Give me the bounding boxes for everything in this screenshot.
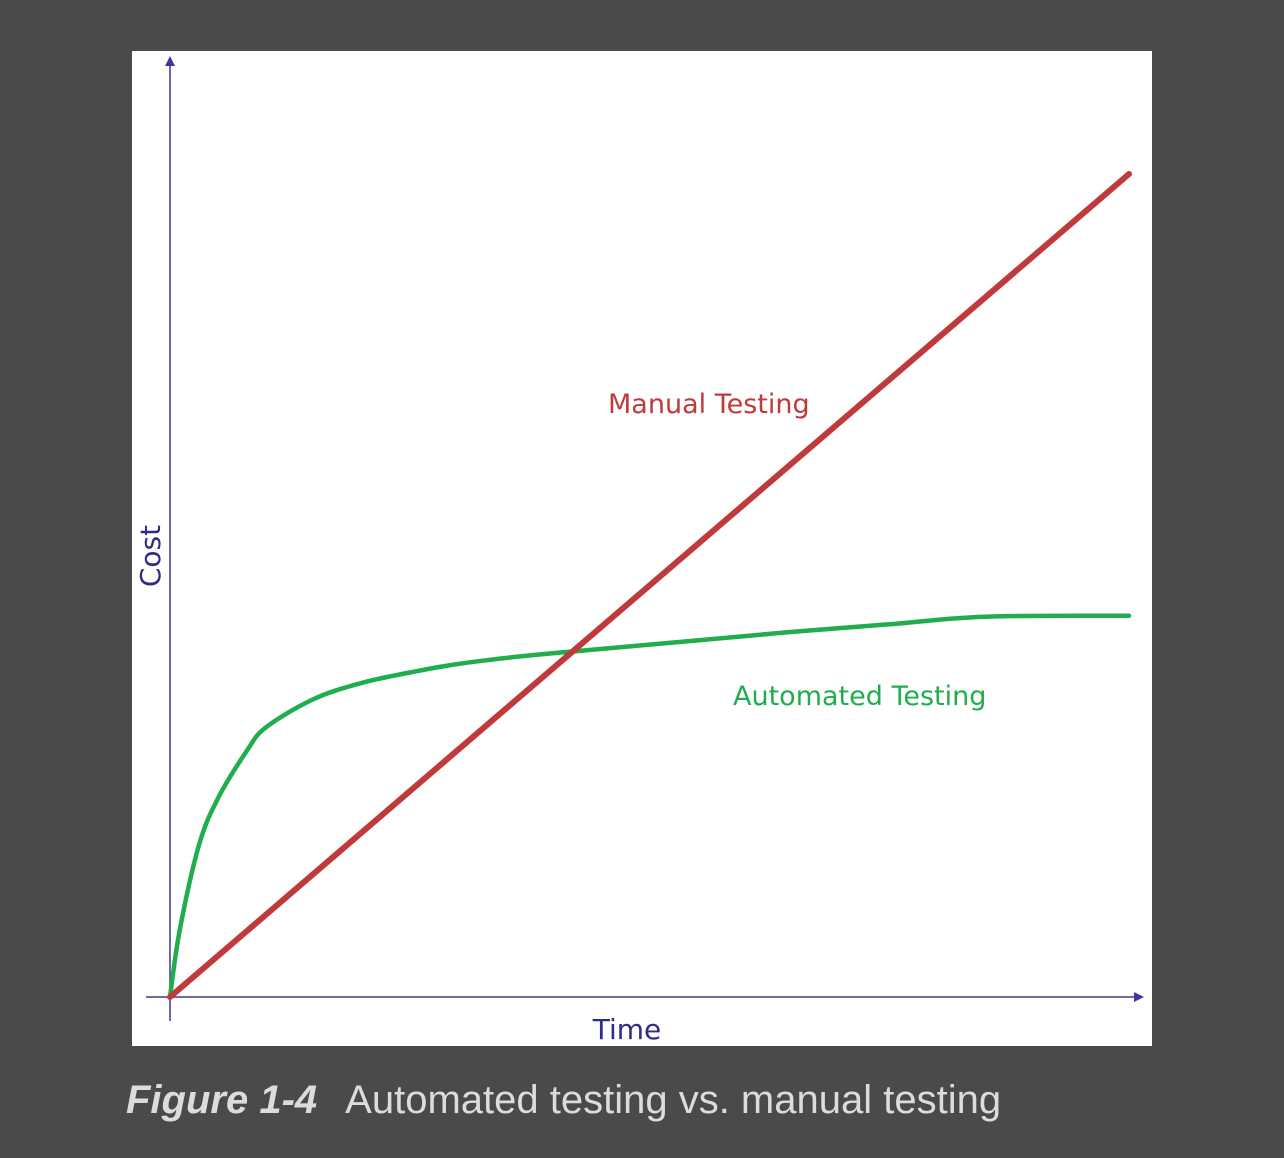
y-axis-label: Cost xyxy=(134,525,167,587)
cost-over-time-chart: Time Cost Manual Testing Automated Testi… xyxy=(134,56,1144,1046)
series-label-manual-testing: Manual Testing xyxy=(608,389,810,420)
figure-number: Figure 1-4 xyxy=(126,1078,318,1122)
figure: Time Cost Manual Testing Automated Testi… xyxy=(132,51,1152,1046)
figure-caption-text: Automated testing vs. manual testing xyxy=(345,1078,1002,1122)
series-line-automated-testing xyxy=(167,613,1132,1000)
series-line-manual-testing xyxy=(167,171,1132,1000)
x-axis-label: Time xyxy=(592,1013,662,1046)
figure-caption: Figure 1-4 Automated testing vs. manual t… xyxy=(126,1078,1001,1123)
series-label-automated-testing: Automated Testing xyxy=(733,681,986,712)
